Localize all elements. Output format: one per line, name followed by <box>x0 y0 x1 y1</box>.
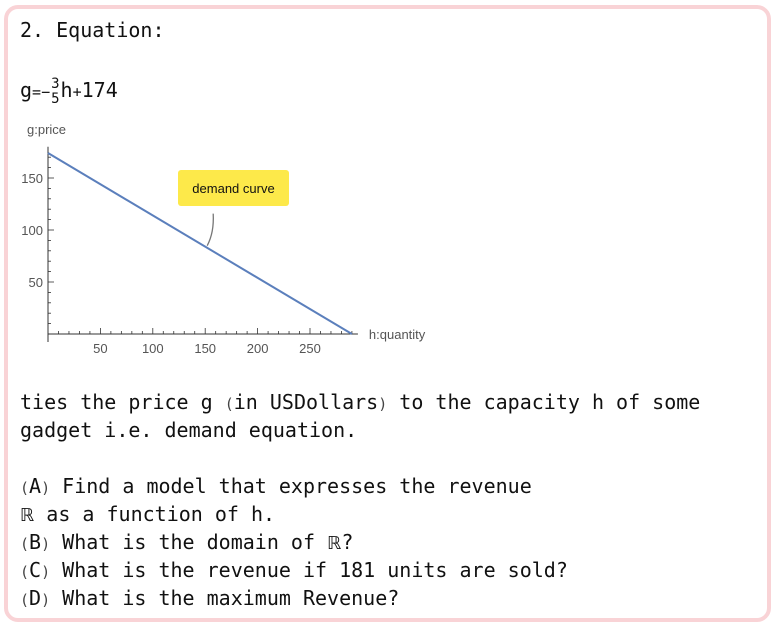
x-axis-label: h:quantity <box>369 327 426 342</box>
paragraph-text-b: in USDollars <box>233 390 379 414</box>
y-tick-label: 100 <box>21 223 43 238</box>
demand-curve-line <box>47 152 353 335</box>
question-a: (A) Find a model that expresses the reve… <box>20 472 532 502</box>
x-tick-label: 200 <box>247 341 269 356</box>
annotation-pointer <box>206 213 214 246</box>
question-text: What is the revenue if 181 units are sol… <box>50 558 568 582</box>
paragraph-text-a: ties the price g <box>20 390 225 414</box>
question-text: Find a model that expresses the revenue <box>50 474 532 498</box>
eq-constant: 174 <box>81 78 118 102</box>
equation: g=− 3 5 h+174 <box>20 76 118 107</box>
eq-frac-num: 3 <box>51 75 60 92</box>
paren-open: ( <box>224 395 234 413</box>
paragraph-line-2: gadget i.e. demand equation. <box>20 418 358 442</box>
demand-chart: 50 100 150 200 250 50 100 150 g:price h:quantity d… <box>21 122 426 356</box>
real-symbol: ℝ <box>20 505 35 526</box>
question-d: (D) What is the maximum Revenue? <box>20 584 399 614</box>
question-c: (C) What is the revenue if 181 units are… <box>20 556 568 586</box>
eq-plus: + <box>72 83 82 101</box>
question-letter: D <box>29 586 42 610</box>
paragraph-line-1: ties the price g (in USDollars) to the c… <box>20 388 700 418</box>
x-tick-label: 100 <box>142 341 164 356</box>
notebook-cell[interactable] <box>4 5 771 622</box>
eq-minus: − <box>41 83 51 101</box>
x-tick-label: 150 <box>194 341 216 356</box>
question-a-cont: ℝ as a function of h. <box>20 500 275 530</box>
question-letter: C <box>29 558 42 582</box>
question-letter: B <box>29 530 42 554</box>
y-axis-label: g:price <box>27 122 66 137</box>
paren-close: ) <box>41 563 51 581</box>
paragraph-text-c: to the capacity h of some <box>387 390 701 414</box>
paren-open: ( <box>20 591 30 609</box>
annotation-label: demand curve <box>192 181 274 196</box>
y-tick-label: 50 <box>29 275 43 290</box>
paren-close: ) <box>41 479 51 497</box>
y-tick-label: 150 <box>21 171 43 186</box>
eq-frac-den: 5 <box>51 90 60 107</box>
paren-close: ) <box>41 591 51 609</box>
eq-var-right: h <box>60 78 73 102</box>
paren-open: ( <box>20 479 30 497</box>
question-b: (B) What is the domain of ℝ? <box>20 528 353 558</box>
real-symbol: ℝ <box>327 533 342 554</box>
paren-close: ) <box>41 535 51 553</box>
eq-equals: = <box>32 83 42 101</box>
question-text: as a function of h. <box>34 502 276 526</box>
question-letter: A <box>29 474 42 498</box>
paren-open: ( <box>20 535 30 553</box>
heading: 2. Equation: <box>20 18 165 42</box>
x-tick-label: 250 <box>299 341 321 356</box>
paren-close: ) <box>378 395 388 413</box>
eq-var-left: g <box>20 78 33 102</box>
x-tick-label: 50 <box>93 341 107 356</box>
question-text: What is the maximum Revenue? <box>50 586 400 610</box>
paren-open: ( <box>20 563 30 581</box>
question-text: What is the domain of <box>50 530 328 554</box>
question-tail: ? <box>341 530 354 554</box>
annotation-box <box>178 170 289 206</box>
